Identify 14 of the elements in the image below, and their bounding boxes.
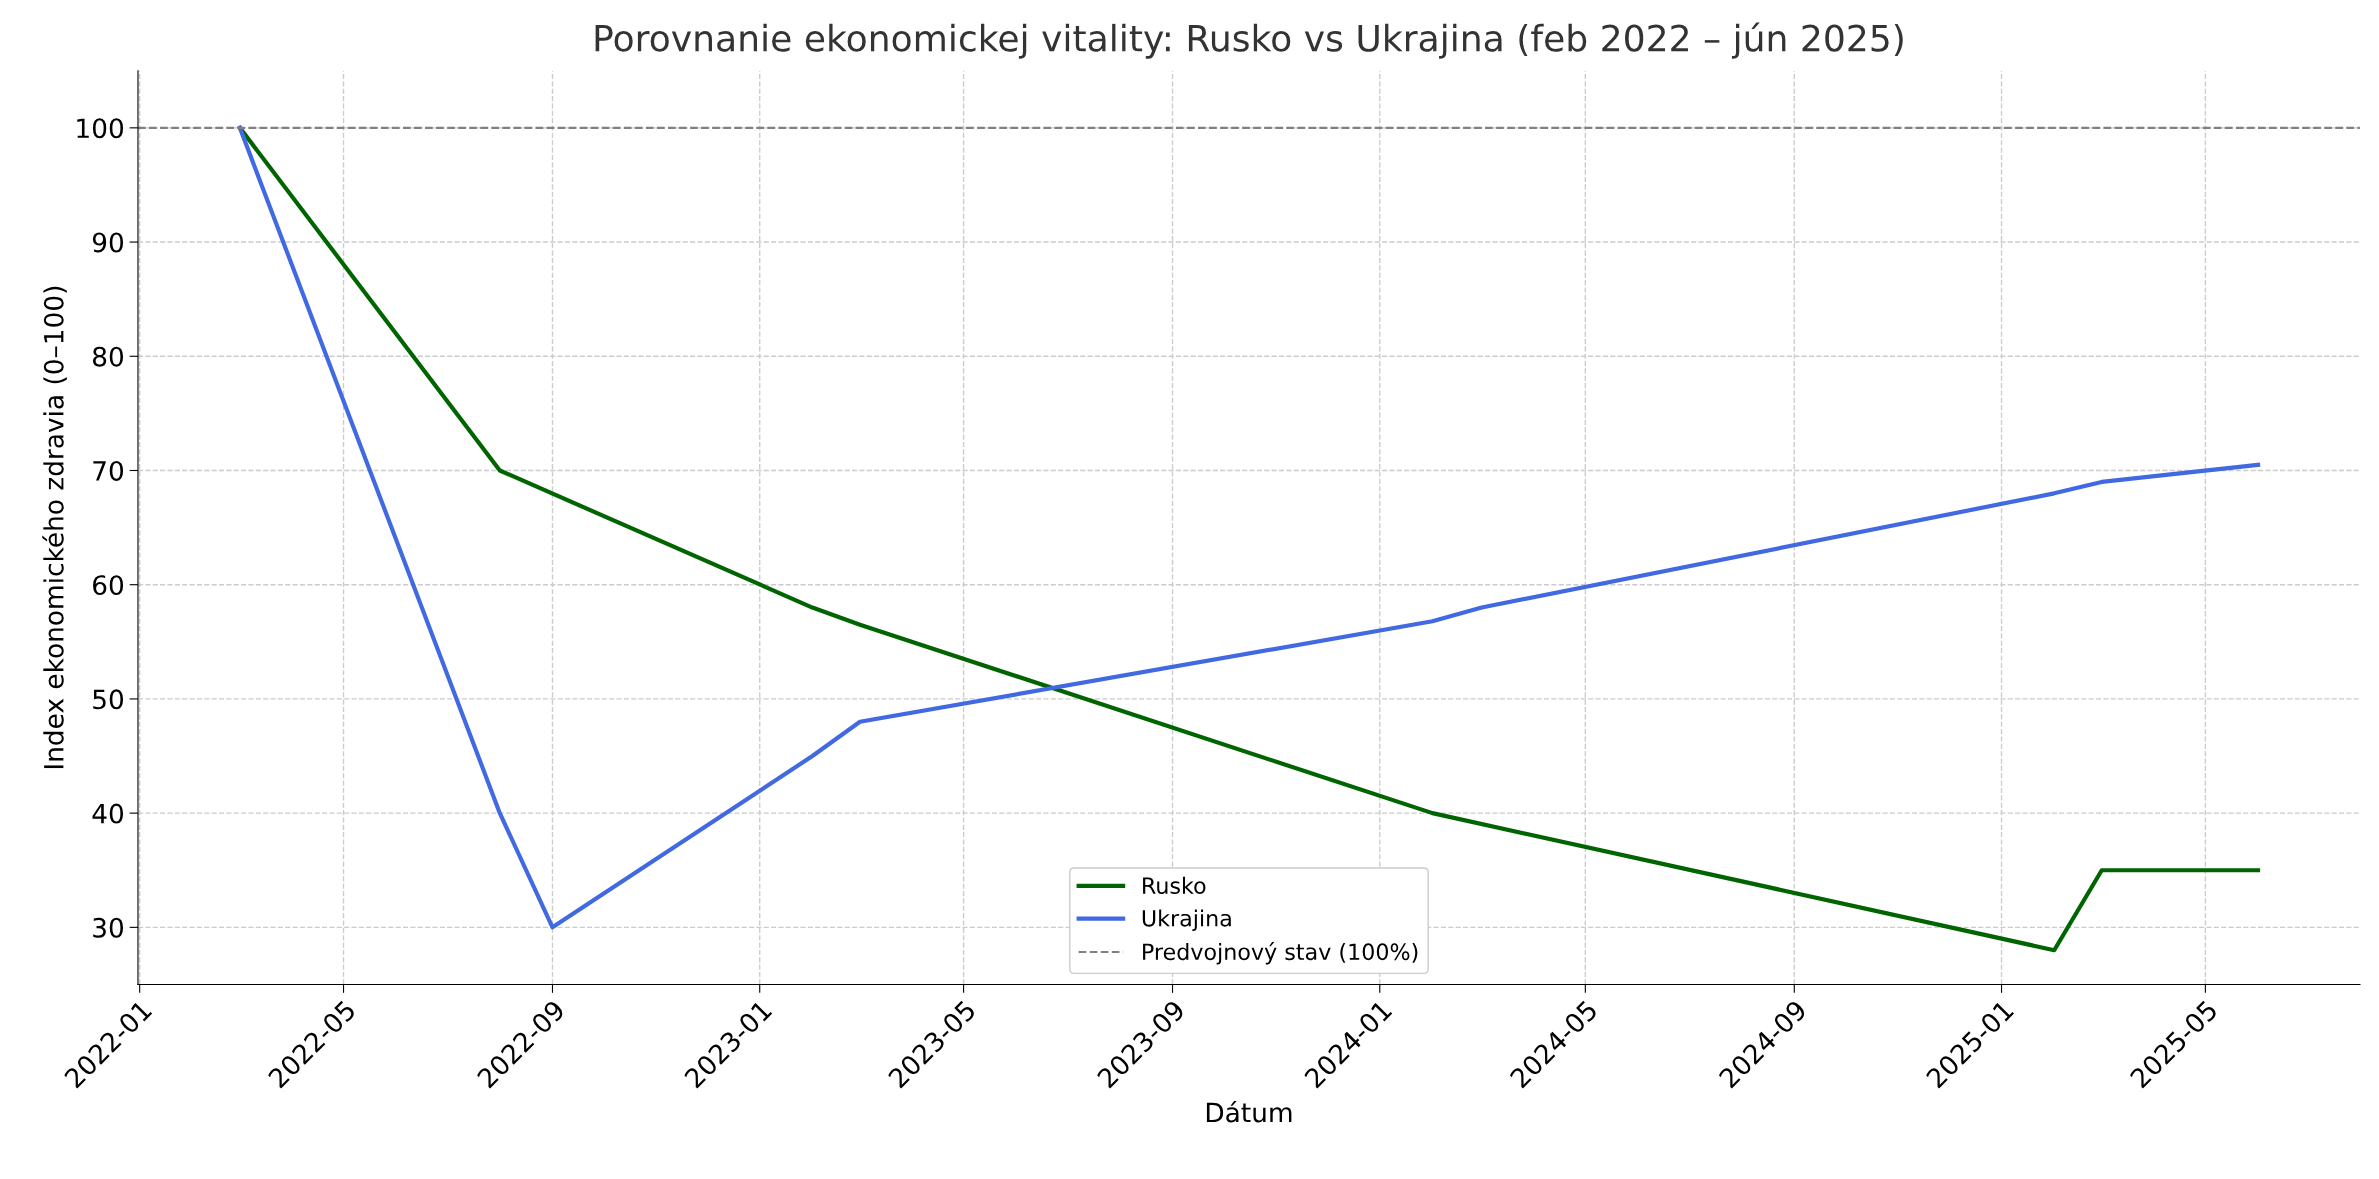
- y-axis-title: Index ekonomického zdravia (0–100): [42, 286, 67, 769]
- y-tick-label: 60: [93, 575, 124, 596]
- x-axis-title: Dátum: [1206, 1100, 1292, 1123]
- y-tick-label: 80: [93, 346, 124, 367]
- chart-title: Porovnanie ekonomickej vitality: Rusko vs Ukrajina (feb 2022 – jún 2025): [595, 22, 1903, 59]
- y-tick-label: 50: [93, 689, 124, 710]
- legend-label: Ukrajina: [1142, 909, 1231, 931]
- legend-label: Predvojnový stav (100%): [1143, 942, 1418, 965]
- y-tick-label: 70: [93, 460, 124, 481]
- y-tick-label: 100: [77, 118, 124, 139]
- legend-label: Rusko: [1143, 876, 1206, 895]
- y-tick-label: 40: [92, 803, 124, 824]
- y-tick-label: 30: [93, 917, 124, 938]
- y-tick-label: 90: [92, 232, 124, 253]
